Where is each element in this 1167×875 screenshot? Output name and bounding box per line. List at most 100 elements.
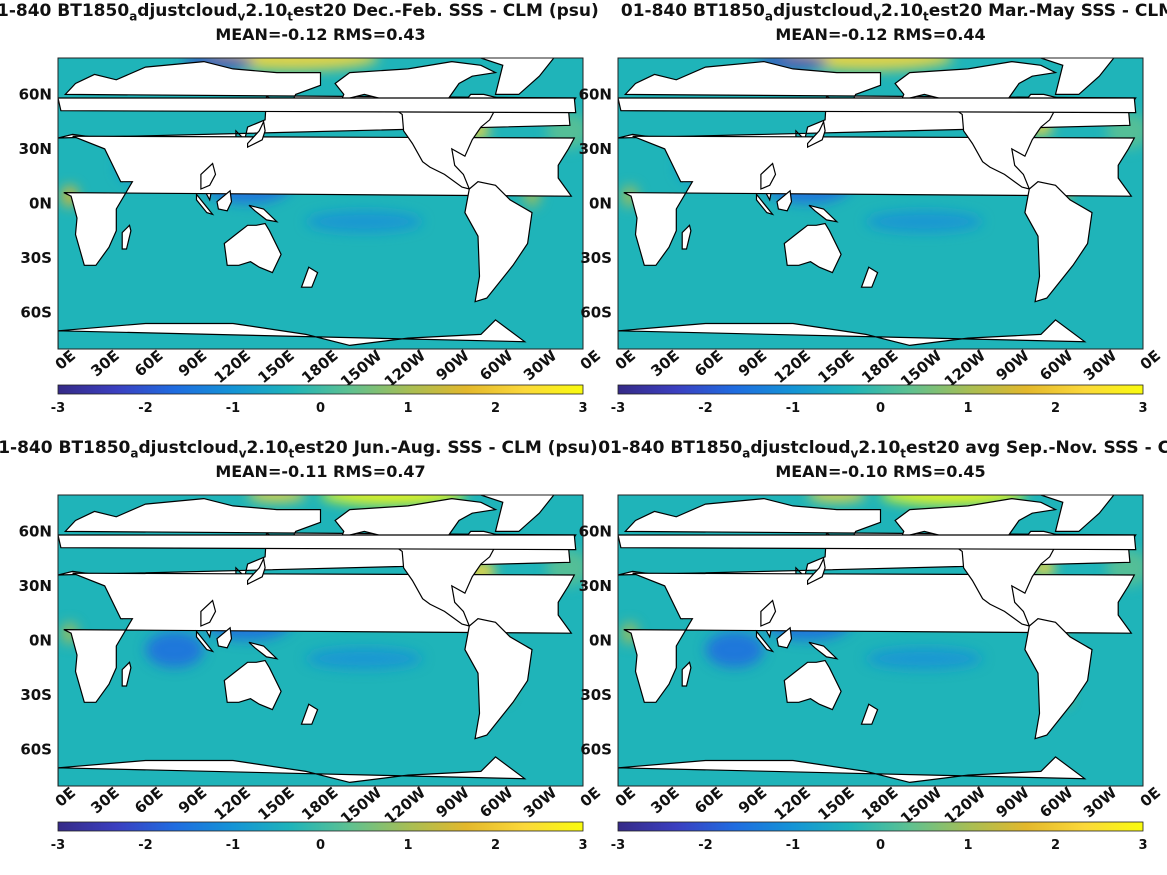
subplot-title: 01-840 BT1850adjustcloudv2.10test20 Mar.…	[620, 1, 1167, 24]
lat-tick-label: 0N	[589, 195, 612, 213]
lon-tick-label: 30E	[647, 346, 682, 380]
lon-tick-label: 60W	[1036, 783, 1077, 821]
map-frame	[57, 57, 584, 350]
map-frame	[57, 494, 584, 787]
colorbar-tick-label: -2	[138, 838, 152, 853]
landmass-greenland	[1040, 495, 1115, 532]
landmass-newguinea	[808, 641, 839, 660]
colorbar-tick-label: -1	[786, 401, 800, 416]
landmass-japan	[247, 119, 266, 149]
lat-tick-label: 60N	[579, 85, 612, 103]
landmass-sumatra	[195, 629, 215, 653]
landmass-newguinea	[248, 641, 279, 660]
anomaly-patch	[865, 647, 983, 670]
lon-tick-label: 0E	[577, 783, 604, 810]
lon-tick-label: 90E	[735, 783, 770, 817]
landmass-antarctica	[58, 319, 527, 349]
colorbar-tick-label: 2	[1051, 838, 1060, 853]
lon-tick-label: 180E	[858, 346, 901, 387]
lat-tick-label: 0N	[29, 195, 52, 213]
lon-tick-label: 60W	[476, 346, 517, 384]
colorbar-tick-label: 3	[1138, 838, 1147, 853]
lon-tick-label: 120E	[771, 346, 814, 387]
lon-tick-label: 90W	[993, 346, 1034, 384]
landmass-namerica	[894, 497, 1060, 627]
lon-tick-label: 90E	[175, 346, 210, 380]
lat-tick-label: 30S	[20, 249, 52, 267]
landmass-borneo	[776, 626, 793, 649]
lon-tick-label: 90W	[433, 783, 474, 821]
lon-tick-label: 120E	[771, 783, 814, 824]
anomaly-patch	[807, 495, 866, 503]
subplot-stats: MEAN=-0.10 RMS=0.45	[775, 462, 986, 481]
landmass-antarctica	[618, 319, 1087, 349]
landmass-samerica	[464, 618, 533, 740]
landmass-greenland	[1040, 58, 1115, 95]
map-frame	[617, 57, 1144, 350]
landmass-madagascar	[681, 224, 692, 250]
colorbar-tick-label: -3	[611, 838, 625, 853]
lon-tick-label: 0E	[577, 346, 604, 373]
lat-tick-label: 30N	[579, 140, 612, 158]
lon-tick-label: 90W	[993, 783, 1034, 821]
colorbar-tick-label: -2	[138, 401, 152, 416]
lat-tick-label: 30S	[20, 686, 52, 704]
colorbar	[57, 821, 584, 832]
lon-tick-label: 0E	[1137, 346, 1164, 373]
subplot-2: 01-840 BT1850adjustcloudv2.10test20 Mar.…	[579, 0, 1167, 430]
subplot-1: 01-840 BT1850adjustcloudv2.10test20 Dec.…	[0, 0, 618, 430]
colorbar	[57, 384, 584, 395]
landmass-samerica	[1024, 181, 1093, 303]
landmass-newguinea	[808, 204, 839, 223]
lon-tick-label: 150W	[897, 783, 946, 828]
landmass-indochina_fill	[760, 599, 777, 627]
landmass-australia	[783, 659, 842, 711]
lon-tick-label: 150W	[897, 346, 946, 391]
colorbar-tick-label: 3	[578, 401, 587, 416]
anomaly-patch	[305, 210, 423, 233]
landmass-madagascar	[121, 661, 132, 687]
landmass-sumatra	[195, 192, 215, 216]
lon-tick-label: 120E	[211, 783, 254, 824]
landmass-madagascar	[121, 224, 132, 250]
lon-tick-label: 30E	[87, 783, 122, 817]
lon-tick-label: 0E	[52, 783, 79, 810]
lon-tick-label: 60E	[691, 783, 726, 817]
landmass-japan	[807, 556, 826, 586]
anomaly-patch	[247, 495, 306, 503]
colorbar-tick-label: 0	[876, 401, 885, 416]
subplot-title: 01-840 BT1850adjustcloudv2.10test20 avg …	[598, 438, 1167, 461]
landmass-nz	[300, 266, 319, 288]
lon-tick-label: 90E	[735, 346, 770, 380]
colorbar-tick-label: -1	[226, 838, 240, 853]
lon-tick-label: 30W	[1080, 783, 1121, 821]
colorbar-tick-label: 1	[963, 838, 972, 853]
colorbar	[617, 821, 1144, 832]
colorbar-tick-label: 2	[1051, 401, 1060, 416]
subplot-4: 01-840 BT1850adjustcloudv2.10test20 avg …	[579, 437, 1167, 867]
lat-tick-label: 60N	[19, 522, 52, 540]
lon-tick-label: 30E	[87, 346, 122, 380]
lat-tick-label: 60S	[20, 741, 52, 759]
anomaly-patch	[145, 631, 204, 668]
colorbar	[617, 384, 1144, 395]
colorbar-tick-label: 0	[876, 838, 885, 853]
landmass-greenland	[480, 58, 555, 95]
lat-tick-label: 30S	[580, 686, 612, 704]
colorbar-tick-label: -3	[51, 838, 65, 853]
colorbar-tick-label: 2	[491, 838, 500, 853]
lon-tick-label: 60W	[476, 783, 517, 821]
colorbar-tick-label: 1	[403, 401, 412, 416]
lat-tick-label: 60N	[19, 85, 52, 103]
colorbar-tick-label: 1	[963, 401, 972, 416]
anomaly-patch	[705, 631, 764, 668]
lon-tick-label: 120W	[381, 783, 430, 828]
lon-tick-label: 120E	[211, 346, 254, 387]
landmass-nz	[860, 266, 879, 288]
lon-tick-label: 30W	[1080, 346, 1121, 384]
lat-tick-label: 60S	[580, 304, 612, 322]
anomaly-patch	[305, 647, 423, 670]
lon-tick-label: 0E	[52, 346, 79, 373]
